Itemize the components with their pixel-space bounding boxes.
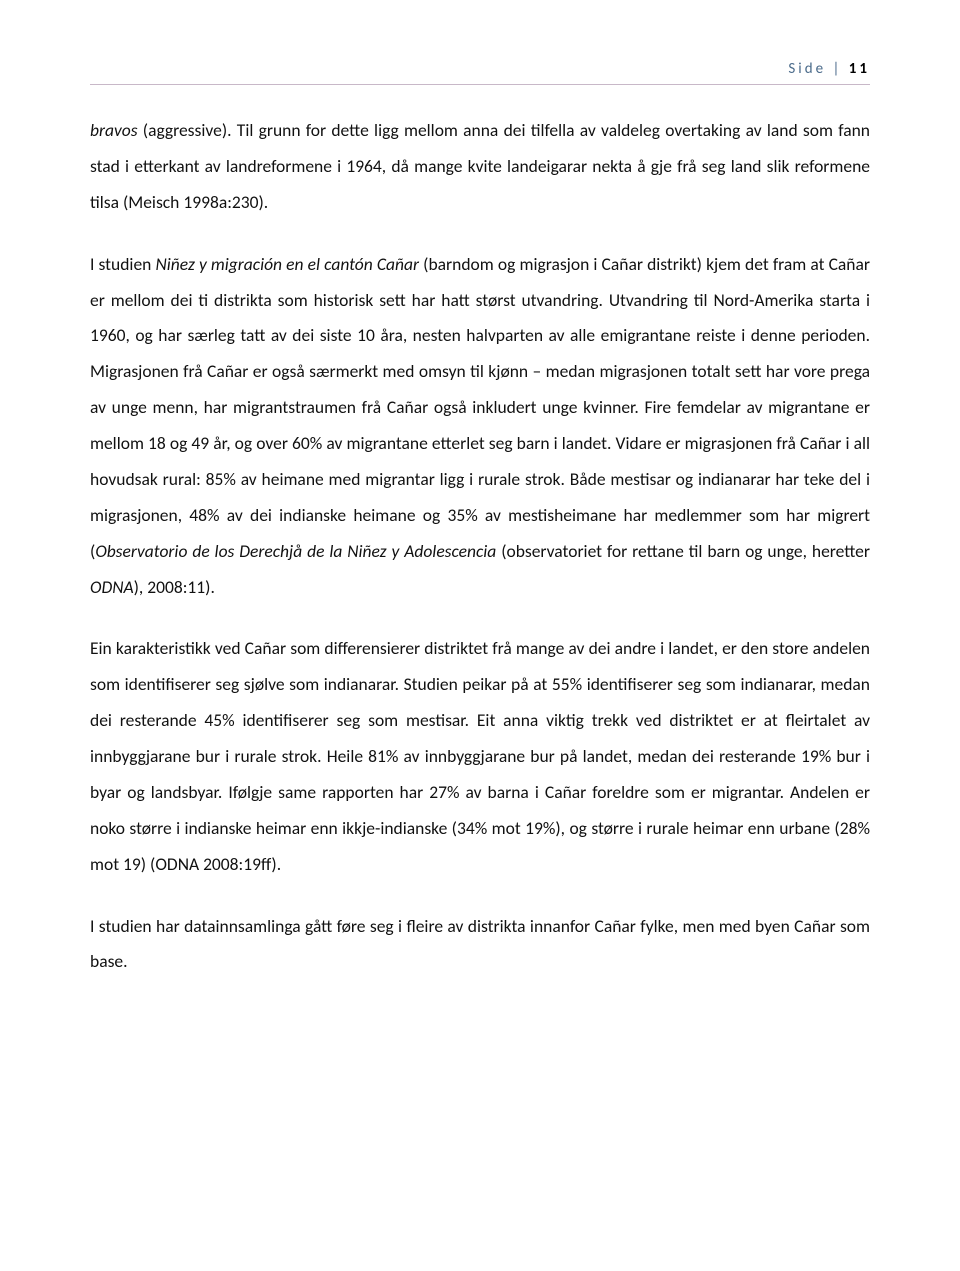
page-header: Side | 11 (90, 60, 870, 85)
p2-g: ), 2008:11). (134, 576, 215, 598)
p2-a: I studien (90, 253, 155, 275)
paragraph-1: bravos (aggressive). Til grunn for dette… (90, 113, 870, 221)
p2-italic-3: ODNA (90, 576, 134, 598)
p2-italic-1: Niñez y migración en el cantón Cañar (155, 253, 419, 275)
p2-e: (observatoriet for rettane til barn og u… (496, 540, 870, 562)
page-number: 11 (849, 60, 870, 78)
p2-c: (barndom og migrasjon i Cañar distrikt) … (90, 253, 870, 562)
paragraph-4: I studien har datainnsamlinga gått føre … (90, 909, 870, 981)
header-separator: | (832, 60, 842, 78)
p1-italic: bravos (90, 119, 138, 141)
p2-italic-2: Observatorio de los Derechjå de la Niñez… (95, 540, 496, 562)
header-label: Side (788, 60, 826, 78)
paragraph-3: Ein karakteristikk ved Cañar som differe… (90, 631, 870, 882)
paragraph-2: I studien Niñez y migración en el cantón… (90, 247, 870, 606)
p1-text: (aggressive). Til grunn for dette ligg m… (90, 119, 870, 213)
